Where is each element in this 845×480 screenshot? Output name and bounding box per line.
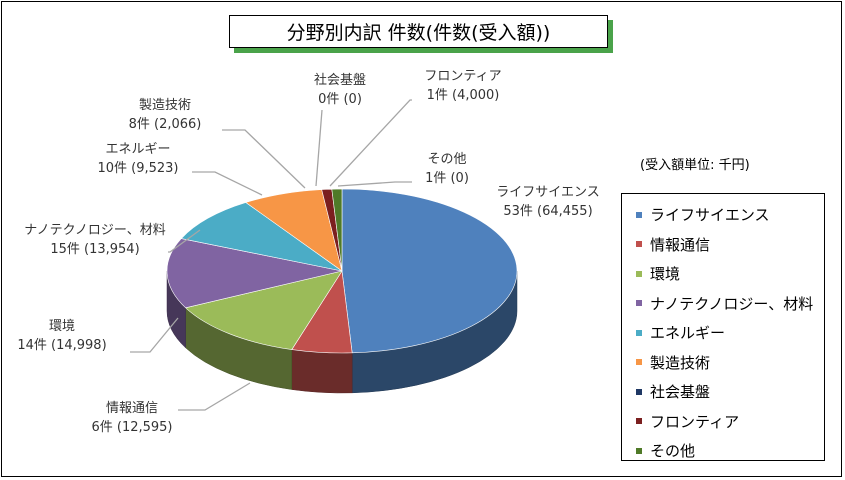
data-label-value: 1件 (4,000) (427, 88, 500, 103)
legend-label: 社会基盤 (650, 383, 711, 402)
legend-label: 製造技術 (650, 353, 711, 372)
data-label-name: 社会基盤 (314, 72, 366, 88)
legend-item: ナノテクノロジー、材料 (636, 289, 824, 319)
leader-line (329, 99, 412, 187)
data-label-value: 6件 (12,595) (91, 420, 172, 435)
data-label-value: 15件 (13,954) (50, 242, 139, 257)
data-label-name: 製造技術 (139, 98, 191, 113)
legend-swatch (636, 241, 642, 248)
chart-title-text: 分野別内訳 件数(件数(受入額)) (286, 22, 551, 44)
legend-swatch (636, 270, 642, 277)
pie-slice (341, 188, 518, 354)
leader-line (192, 171, 263, 196)
legend-item: その他 (636, 436, 824, 466)
legend-item: エネルギー (636, 318, 824, 348)
legend-swatch (636, 329, 642, 336)
data-label-name: フロンティア (424, 69, 501, 84)
legend-label: その他 (650, 442, 696, 461)
legend-item: ライフサイエンス (636, 200, 824, 230)
data-label-value: 14件 (14,998) (17, 338, 106, 353)
legend-item: 環境 (636, 259, 824, 289)
legend-label: 情報通信 (650, 235, 711, 254)
legend-item: 社会基盤 (636, 377, 824, 407)
pie-top-layer (166, 188, 518, 354)
data-label-value: 1件 (0) (425, 171, 469, 186)
chart-title: 分野別内訳 件数(件数(受入額)) (229, 15, 608, 48)
data-label-value: 53件 (64,455) (503, 204, 592, 219)
legend: ライフサイエンス 情報通信環境ナノテクノロジー、材料 エネルギー製造技術社会基盤フロ… (621, 193, 825, 461)
data-label-name: 情報通信 (106, 401, 158, 416)
unit-note: (受入額単位: 千円) (640, 158, 750, 173)
leader-line (168, 229, 201, 253)
leader-lines (130, 99, 412, 411)
leader-line (178, 382, 251, 411)
legend-label: 環境 (650, 265, 681, 284)
leader-line (337, 181, 412, 187)
legend-label: ナノテクノロジー、材料 (650, 294, 814, 313)
legend-swatch (636, 359, 642, 366)
leader-line (222, 129, 306, 189)
leader-line (130, 317, 179, 353)
legend-label: フロンティア (650, 412, 740, 431)
legend-label: エネルギー (650, 324, 726, 343)
data-label-name: ナノテクノロジー、材料 (24, 223, 165, 238)
legend-item: 製造技術 (636, 348, 824, 378)
data-labels: ライフサイエンス 53件 (64,455) 情報通信 6件 (12,595) 環境 14件… (17, 69, 599, 435)
data-label-name: エネルギー (105, 142, 170, 157)
data-label-name: ライフサイエンス (496, 185, 600, 200)
pie-slice (180, 202, 343, 272)
pie-slice (184, 270, 343, 350)
legend-swatch (636, 418, 642, 425)
data-label-value: 0件 (0) (318, 92, 362, 107)
legend-label: ライフサイエンス (650, 206, 770, 225)
legend-swatch (636, 211, 642, 218)
pie-slice (331, 188, 343, 272)
data-label-name: その他 (427, 152, 466, 167)
data-label-value: 10件 (9,523) (97, 161, 178, 176)
leader-line (315, 109, 323, 187)
legend-item: フロンティア (636, 407, 824, 437)
pie-slice (166, 238, 343, 309)
pie-slice-side (291, 349, 353, 394)
data-label-value: 8件 (2,066) (129, 117, 202, 132)
legend-swatch (636, 447, 642, 454)
legend-swatch (636, 300, 642, 307)
legend-item: 情報通信 (636, 230, 824, 260)
data-label-name: 環境 (49, 319, 75, 334)
legend-swatch (636, 388, 642, 395)
